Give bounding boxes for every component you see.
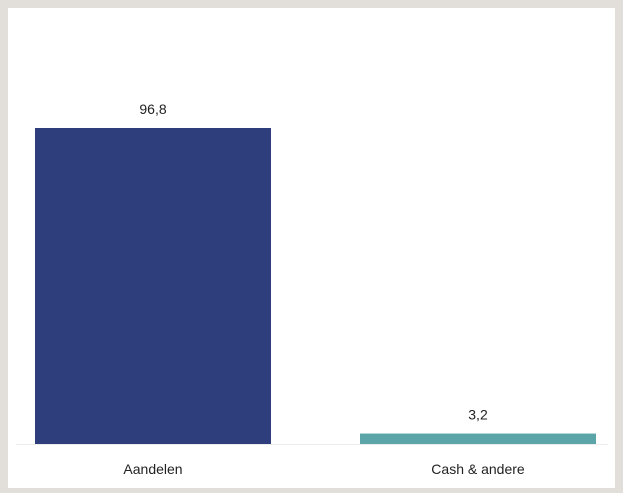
x-tick-label-aandelen: Aandelen	[123, 461, 182, 477]
x-tick-label-cash-andere: Cash & andere	[431, 461, 525, 477]
chart-panel: 96,8 Aandelen 3,2 Cash & andere	[8, 8, 615, 488]
data-label-aandelen: 96,8	[139, 101, 166, 117]
data-label-cash-andere: 3,2	[468, 407, 488, 423]
bar-cash-andere	[360, 433, 596, 444]
bar-chart: 96,8 Aandelen 3,2 Cash & andere	[16, 101, 608, 477]
bar-aandelen	[35, 128, 271, 444]
